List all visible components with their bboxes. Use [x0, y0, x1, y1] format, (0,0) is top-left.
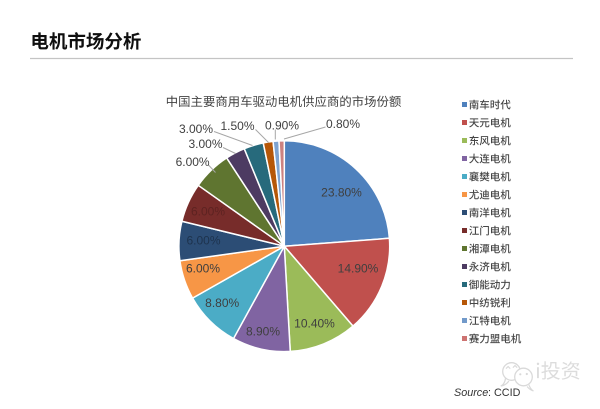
svg-text:0.80%: 0.80% [326, 117, 360, 131]
svg-text:8.90%: 8.90% [246, 325, 280, 339]
svg-text:3.00%: 3.00% [179, 122, 213, 136]
svg-text:23.80%: 23.80% [321, 186, 362, 200]
svg-text:1.50%: 1.50% [220, 119, 254, 133]
svg-text:6.00%: 6.00% [186, 262, 220, 276]
svg-text:0.90%: 0.90% [265, 118, 299, 132]
svg-text:6.00%: 6.00% [186, 234, 220, 248]
svg-text:: CCID: : CCID [488, 387, 521, 399]
svg-text:3.00%: 3.00% [188, 137, 222, 151]
svg-text:Source: Source [454, 387, 488, 399]
svg-text:10.40%: 10.40% [294, 317, 335, 331]
svg-text:14.90%: 14.90% [338, 261, 379, 275]
svg-text:6.00%: 6.00% [176, 155, 210, 169]
svg-text:6.00%: 6.00% [191, 205, 225, 219]
svg-text:8.80%: 8.80% [205, 296, 239, 310]
